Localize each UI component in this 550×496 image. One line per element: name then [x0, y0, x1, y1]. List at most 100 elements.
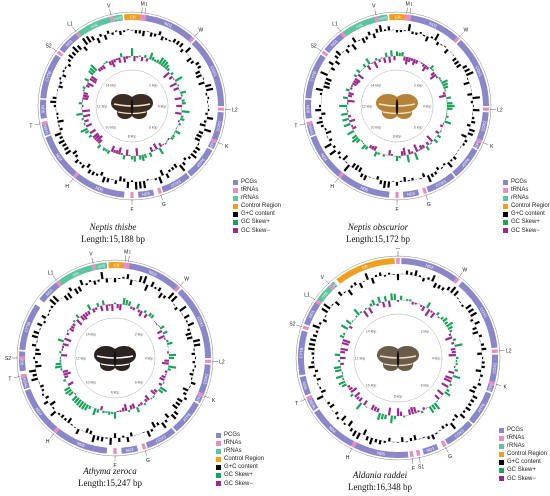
trna-label: V — [107, 4, 111, 10]
gene-atp6 — [172, 401, 199, 432]
trna-marker — [75, 31, 82, 39]
trna-tick — [374, 9, 377, 16]
trna-marker — [122, 262, 127, 269]
legend: PCGs tRNAs rRNAs Control Region G+C cont… — [503, 178, 550, 235]
gene-atp8 — [486, 383, 495, 393]
species-name: Neptis obscurior — [347, 222, 409, 232]
gene-rrnl — [58, 264, 94, 286]
mitogenome-panel: CR ND2 COX1 COX2 ATP8 ATP6 COX3 ND3 ND5 ND4 ND4L ND… — [0, 0, 281, 248]
trna-tick — [324, 279, 330, 285]
gc-skew-minus-track — [82, 56, 182, 156]
legend-item-rrnas: rRNAs — [233, 194, 281, 202]
trna-label: G — [427, 202, 431, 208]
legend-item-pcgs: PCGs — [503, 178, 550, 186]
trna-label: K — [212, 398, 216, 404]
gene-nd5 — [354, 442, 409, 458]
scale-label: 6 kbp — [149, 126, 158, 130]
trna-marker — [488, 380, 496, 386]
scale-label: 8 kbp — [128, 135, 137, 139]
scale-label: 8 kbp — [394, 395, 403, 399]
trna-tick — [409, 7, 411, 14]
gene-rrnl — [77, 16, 112, 37]
trna-tick — [194, 32, 199, 38]
trna-label: F — [130, 207, 133, 213]
legend-swatch — [216, 473, 221, 479]
gene-label: CYTB — [44, 70, 52, 82]
trna-marker — [109, 16, 115, 23]
scale-label: 10 kbp — [86, 381, 97, 385]
trna-label: W — [199, 27, 204, 33]
trna-label: H — [346, 455, 350, 461]
gc-skew-plus-track — [76, 48, 190, 162]
trna-tick — [316, 47, 322, 52]
trna-marker — [19, 356, 26, 360]
gene-rrns — [331, 281, 338, 289]
trna-marker — [453, 36, 460, 44]
scale-circle — [353, 313, 443, 403]
gene-label: ND4L — [308, 399, 318, 411]
legend-swatch — [233, 195, 238, 201]
gene-label: ND2 — [429, 21, 439, 29]
legend-item-gc-skew-minus: GC Skew− — [499, 475, 547, 483]
trna-marker — [56, 50, 64, 57]
gene-label: ND3 — [407, 191, 416, 197]
trna-label: L2 — [232, 108, 238, 114]
trna-label: L1 — [304, 292, 310, 298]
trna-marker — [328, 283, 336, 291]
legend-swatch — [499, 443, 504, 449]
trna-tick — [51, 47, 57, 52]
gene-atp8 — [472, 140, 482, 150]
legend-swatch — [233, 187, 238, 193]
wing-right — [129, 94, 153, 112]
trna-tick — [310, 296, 316, 301]
gene-cr — [123, 13, 142, 21]
legend-swatch — [216, 432, 221, 438]
gene-rrnl — [342, 16, 377, 37]
trna-tick — [72, 26, 77, 32]
gc-skew-plus-track — [333, 293, 463, 424]
gene-nd2 — [142, 14, 193, 42]
gene-nd5 — [340, 173, 390, 198]
legend-item-trnas: tRNAs — [499, 434, 547, 442]
legend-swatch — [216, 481, 221, 487]
legend-swatch — [503, 203, 508, 209]
legend-item-gc-content: G+C content — [499, 458, 547, 466]
gene-label: ND5 — [76, 441, 86, 449]
gene-label: CYTB — [23, 321, 31, 333]
gene-label: COX1 — [196, 316, 205, 329]
legend-swatch — [499, 435, 504, 441]
gene-cr — [336, 258, 395, 284]
scale-label: 10 kbp — [106, 126, 117, 130]
butterfly-body — [113, 351, 117, 367]
gene-nd1 — [304, 302, 321, 326]
genome-length: Length:15,172 bp — [346, 234, 410, 244]
gene-label: ND4 — [328, 425, 338, 435]
scale-circle — [74, 317, 156, 399]
gene-label: ND5 — [377, 450, 387, 456]
mitogenome-panel: CR ND2 COX1 COX2 ATP8 ATP6 COX3 ND3 ND5 ND4 ND4L ND… — [275, 0, 550, 248]
gene-label: rrnS — [97, 263, 106, 269]
trna-marker — [305, 394, 313, 401]
gene-nd6 — [305, 99, 312, 119]
gene-label: ATP6 — [196, 157, 207, 168]
trna-tick — [160, 194, 163, 201]
trna-marker — [53, 426, 60, 434]
legend-item-gc-skew-minus: GC Skew− — [216, 480, 264, 488]
gene-label: ND6 — [19, 357, 24, 366]
wing-left — [111, 94, 135, 112]
trna-label: M — [141, 2, 145, 8]
gene-cox1 — [191, 39, 224, 106]
trna-tick — [337, 26, 342, 32]
trna-marker — [407, 14, 412, 22]
legend-swatch — [216, 440, 221, 446]
trna-label: I — [129, 250, 130, 256]
trna-label: G — [448, 454, 452, 460]
scale-label: 4 kbp — [423, 105, 432, 109]
scale-label: 4 kbp — [432, 357, 441, 361]
gene-label: ND4 — [34, 407, 43, 417]
scale-label: 2 kbp — [135, 332, 144, 336]
gc-skew-minus-track — [347, 56, 447, 156]
gene-label: rrnL — [90, 21, 99, 29]
gene-cox2 — [211, 111, 224, 141]
